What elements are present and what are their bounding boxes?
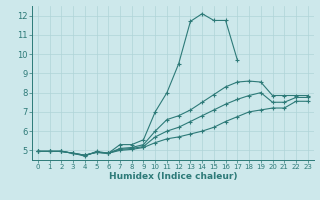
X-axis label: Humidex (Indice chaleur): Humidex (Indice chaleur) [108,172,237,181]
